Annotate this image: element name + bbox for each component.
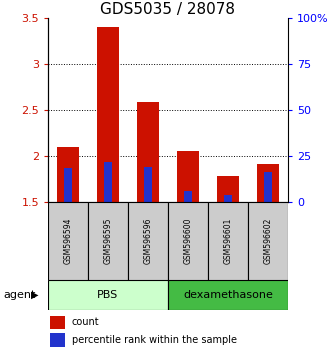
Text: GSM596601: GSM596601 bbox=[223, 217, 232, 264]
Bar bbox=[48, 202, 88, 280]
Bar bbox=[97, 27, 119, 202]
Title: GDS5035 / 28078: GDS5035 / 28078 bbox=[101, 1, 235, 17]
Text: GSM596600: GSM596600 bbox=[183, 217, 193, 264]
Bar bbox=[50, 316, 65, 329]
Bar bbox=[137, 102, 159, 202]
Text: GSM596595: GSM596595 bbox=[104, 217, 113, 264]
Bar bbox=[217, 176, 239, 202]
Text: agent: agent bbox=[3, 290, 36, 300]
Bar bbox=[48, 280, 168, 310]
Bar bbox=[224, 195, 232, 202]
Bar bbox=[257, 164, 279, 202]
Bar bbox=[144, 167, 152, 202]
Text: dexamethasone: dexamethasone bbox=[183, 290, 273, 300]
Text: percentile rank within the sample: percentile rank within the sample bbox=[72, 335, 237, 345]
Bar bbox=[128, 202, 168, 280]
Bar bbox=[248, 202, 288, 280]
Text: ▶: ▶ bbox=[31, 290, 38, 300]
Bar bbox=[168, 202, 208, 280]
Bar bbox=[264, 172, 271, 202]
Bar bbox=[65, 168, 71, 202]
Bar bbox=[184, 191, 192, 202]
Bar bbox=[88, 202, 128, 280]
Bar bbox=[104, 162, 112, 202]
Bar bbox=[208, 202, 248, 280]
Text: PBS: PBS bbox=[97, 290, 118, 300]
Text: GSM596596: GSM596596 bbox=[143, 217, 153, 264]
Text: count: count bbox=[72, 318, 100, 327]
Bar bbox=[168, 280, 288, 310]
Bar bbox=[57, 148, 79, 202]
Bar bbox=[177, 151, 199, 202]
Text: GSM596602: GSM596602 bbox=[263, 217, 272, 264]
Text: GSM596594: GSM596594 bbox=[64, 217, 72, 264]
Bar bbox=[50, 333, 65, 347]
